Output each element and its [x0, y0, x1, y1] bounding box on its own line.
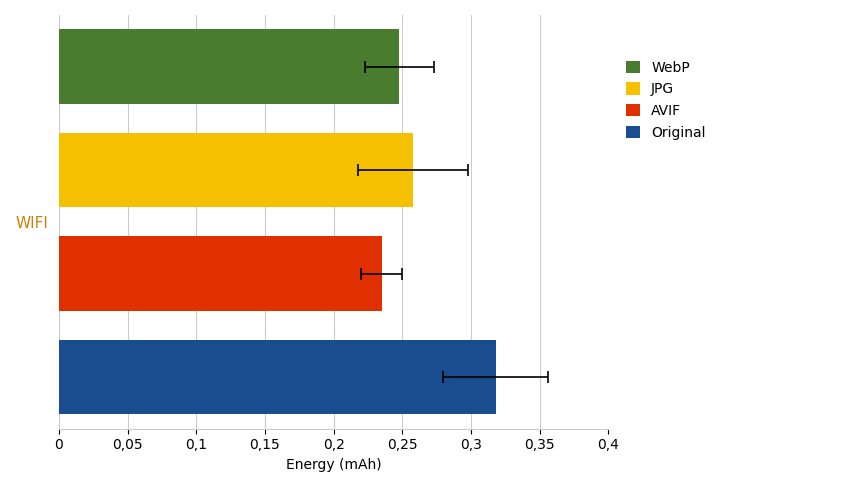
Bar [59, 30, 399, 104]
X-axis label: Energy (mAh): Energy (mAh) [286, 458, 381, 472]
Bar [59, 340, 495, 414]
Bar [59, 133, 413, 207]
Bar [59, 236, 382, 311]
Legend: WebP, JPG, AVIF, Original: WebP, JPG, AVIF, Original [621, 55, 711, 145]
